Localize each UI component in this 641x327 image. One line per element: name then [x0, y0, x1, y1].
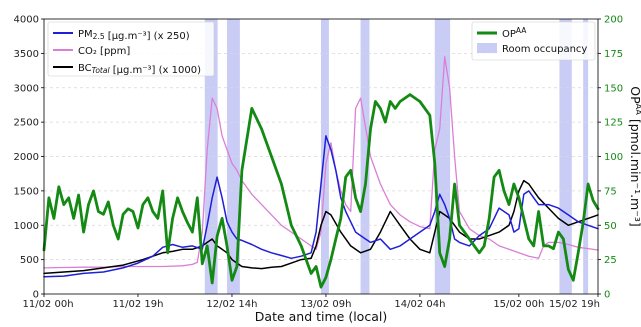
series-pm25-line [43, 135, 599, 278]
left-axis-ticks: 0 500 1000 1500 2000 2500 3000 3500 4000 [14, 15, 44, 301]
left-tick-label-0: 0 [33, 290, 39, 301]
series-op-line [42, 93, 600, 289]
x-tick-label-3: 13/02 09h [300, 299, 351, 310]
legend-occupancy-swatch [477, 43, 497, 53]
right-axis-ticks: 0 25 50 75 100 125 150 175 200 [598, 15, 623, 301]
x-tick-label-6: 15/02 19h [549, 299, 600, 310]
right-tick-label-4: 100 [604, 152, 623, 163]
legend-left: PM2.5 [µg.m⁻³] (x 250) CO₂ [ppm] BCTotal [… [47, 21, 215, 77]
series-bc-line [43, 179, 599, 275]
legend-pm25-label: PM2.5 [µg.m⁻³] (x 250) [78, 29, 190, 42]
right-tick-label-2: 50 [604, 221, 617, 232]
left-tick-label-2: 1000 [14, 221, 39, 232]
x-tick-label-5: 15/02 00h [493, 299, 544, 310]
legend-right-box [471, 21, 596, 61]
left-tick-label-8: 4000 [14, 15, 39, 26]
left-tick-label-5: 2500 [14, 118, 39, 129]
left-tick-label-4: 2000 [14, 152, 39, 163]
left-tick-label-6: 3000 [14, 83, 39, 94]
right-tick-label-0: 0 [604, 290, 610, 301]
legend-occupancy-label: Room occupancy [502, 44, 587, 55]
x-axis-title: Date and time (local) [255, 309, 387, 324]
left-tick-label-3: 1500 [14, 186, 39, 197]
right-tick-label-8: 200 [604, 15, 623, 26]
right-tick-label-3: 75 [604, 186, 617, 197]
left-tick-label-1: 500 [20, 255, 39, 266]
right-axis-title: OPAA [pmol.min⁻¹.m⁻³] [628, 86, 641, 226]
x-tick-label-0: 11/02 00h [22, 299, 73, 310]
occupancy-band-2 [321, 19, 329, 294]
right-tick-label-1: 25 [604, 255, 617, 266]
right-tick-label-5: 125 [604, 118, 623, 129]
legend-co2-label: CO₂ [ppm] [78, 46, 130, 57]
legend-bc-label: BCTotal [µg.m⁻³] (x 1000) [78, 63, 201, 76]
x-axis-ticks: 11/02 00h 11/02 19h 12/02 14h 13/02 09h 14/0… [22, 294, 600, 310]
left-tick-label-7: 3500 [14, 49, 39, 60]
legend-op-label: OPAA [502, 26, 527, 40]
legend-left-box [47, 21, 215, 77]
occupancy-band-3 [360, 19, 370, 294]
right-axis-series [42, 93, 600, 289]
legend-right: OPAA Room occupancy [471, 21, 596, 61]
right-tick-label-7: 175 [604, 49, 623, 60]
x-tick-label-1: 11/02 19h [112, 299, 163, 310]
right-tick-label-6: 150 [604, 83, 623, 94]
x-tick-label-2: 12/02 14h [206, 299, 257, 310]
x-tick-label-4: 14/02 04h [394, 299, 445, 310]
